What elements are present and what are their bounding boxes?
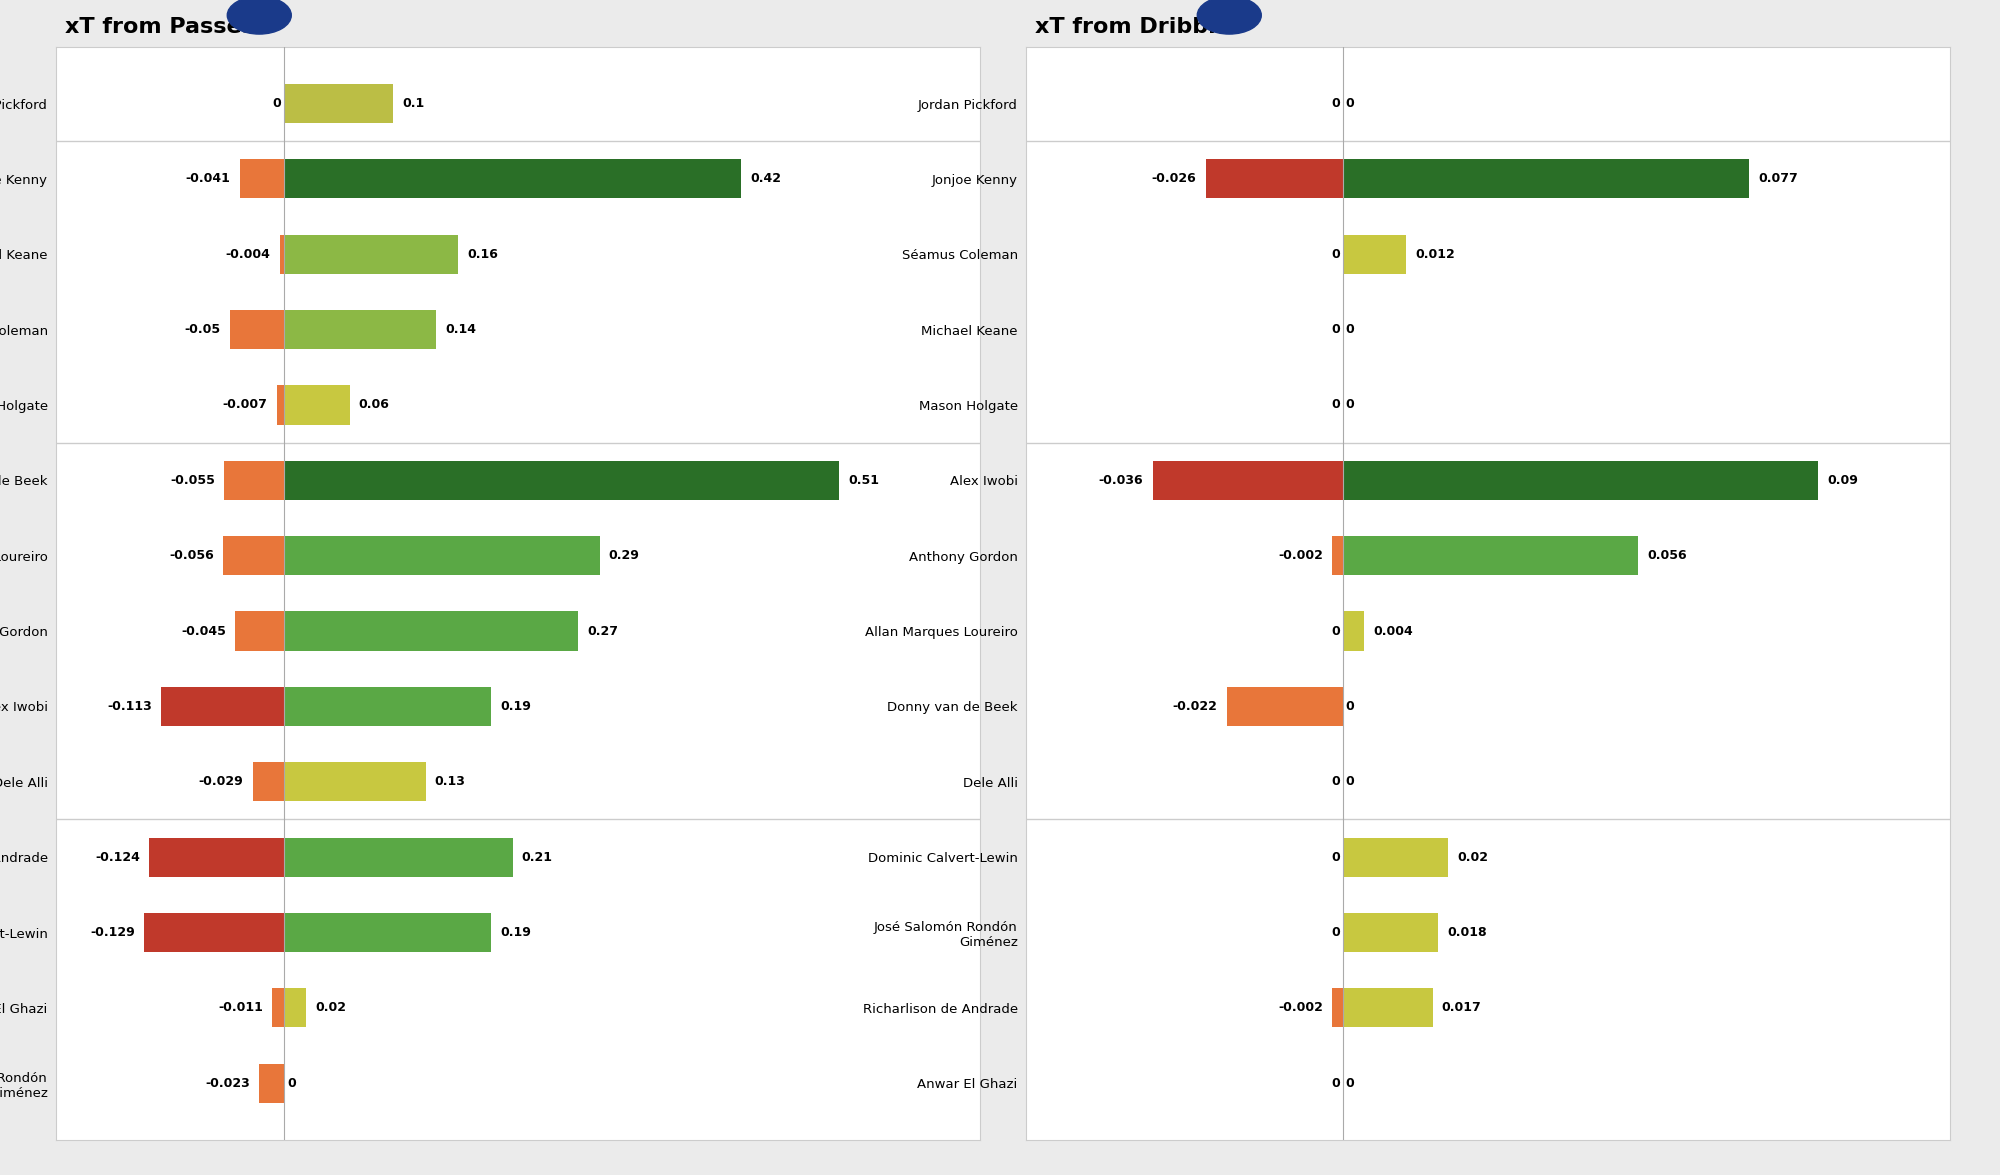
Bar [272,988,284,1027]
Bar [236,611,284,651]
Bar [260,1063,284,1103]
Bar [284,838,512,877]
Bar [1342,536,1638,576]
Bar [284,687,490,726]
Text: xT from Passes: xT from Passes [66,18,256,38]
Text: 0: 0 [1332,323,1340,336]
Text: 0.29: 0.29 [608,549,640,562]
Text: -0.011: -0.011 [218,1001,264,1014]
Text: 0.056: 0.056 [1648,549,1688,562]
Text: 0.19: 0.19 [500,700,530,713]
Bar [284,536,600,576]
Text: 0: 0 [1332,776,1340,788]
Text: -0.055: -0.055 [170,474,216,486]
Text: -0.05: -0.05 [184,323,220,336]
Text: -0.002: -0.002 [1278,549,1324,562]
Bar [240,160,284,199]
Bar [280,235,284,274]
Text: -0.007: -0.007 [222,398,268,411]
Text: -0.026: -0.026 [1152,173,1196,186]
Text: 0: 0 [1346,98,1354,110]
Bar [1342,913,1438,952]
Text: 0.09: 0.09 [1828,474,1858,486]
Bar [284,160,740,199]
Bar [1342,160,1750,199]
Bar [1226,687,1342,726]
Bar [1342,461,1818,499]
Text: 0.02: 0.02 [316,1001,346,1014]
Text: 0: 0 [272,98,282,110]
Text: -0.036: -0.036 [1098,474,1144,486]
Bar [284,310,436,349]
Bar [144,913,284,952]
Text: 0.018: 0.018 [1448,926,1486,939]
Text: 0.077: 0.077 [1758,173,1798,186]
Text: -0.022: -0.022 [1172,700,1218,713]
Text: 0.004: 0.004 [1374,625,1412,638]
Bar [284,763,426,801]
Text: 0: 0 [288,1076,296,1089]
Text: 0.42: 0.42 [750,173,782,186]
Text: -0.129: -0.129 [90,926,134,939]
Text: -0.041: -0.041 [186,173,230,186]
Bar [284,913,490,952]
Text: -0.023: -0.023 [206,1076,250,1089]
Text: 0: 0 [1332,625,1340,638]
Bar [224,461,284,499]
Text: 0.02: 0.02 [1458,851,1488,864]
Text: -0.004: -0.004 [226,248,270,261]
Bar [1342,988,1432,1027]
Bar [224,536,284,576]
Text: 0: 0 [1332,248,1340,261]
Bar [284,461,838,499]
Text: 0: 0 [1346,776,1354,788]
Bar [284,611,578,651]
Text: 0.21: 0.21 [522,851,552,864]
Text: -0.113: -0.113 [108,700,152,713]
Bar [284,235,458,274]
Bar [284,988,306,1027]
Text: xT from Dribbles: xT from Dribbles [1036,18,1244,38]
Text: 0: 0 [1332,98,1340,110]
Text: 0: 0 [1332,1076,1340,1089]
Text: 0.012: 0.012 [1416,248,1456,261]
Text: 0: 0 [1332,851,1340,864]
Text: 0.27: 0.27 [588,625,618,638]
Text: 0.14: 0.14 [446,323,476,336]
Text: 0: 0 [1346,700,1354,713]
Text: -0.124: -0.124 [96,851,140,864]
Text: 0: 0 [1346,323,1354,336]
Bar [1152,461,1342,499]
Bar [1342,838,1448,877]
Text: 0.017: 0.017 [1442,1001,1482,1014]
Text: 0.06: 0.06 [358,398,390,411]
Text: 0: 0 [1332,398,1340,411]
Bar [1342,611,1364,651]
Bar [162,687,284,726]
Bar [1332,536,1342,576]
Text: 0: 0 [1346,1076,1354,1089]
Text: 0.16: 0.16 [468,248,498,261]
Text: -0.056: -0.056 [170,549,214,562]
Text: -0.029: -0.029 [198,776,244,788]
Bar [150,838,284,877]
Text: 0.19: 0.19 [500,926,530,939]
Text: -0.002: -0.002 [1278,1001,1324,1014]
Bar [230,310,284,349]
Bar [1342,235,1406,274]
Bar [1332,988,1342,1027]
Text: 0: 0 [1332,926,1340,939]
Text: 0.1: 0.1 [402,98,424,110]
Bar [1206,160,1342,199]
Text: -0.045: -0.045 [182,625,226,638]
Text: 0.51: 0.51 [848,474,878,486]
Bar [276,385,284,424]
Bar [252,763,284,801]
Text: 0.13: 0.13 [434,776,466,788]
Bar [284,385,350,424]
Text: 0: 0 [1346,398,1354,411]
Bar [284,83,392,123]
